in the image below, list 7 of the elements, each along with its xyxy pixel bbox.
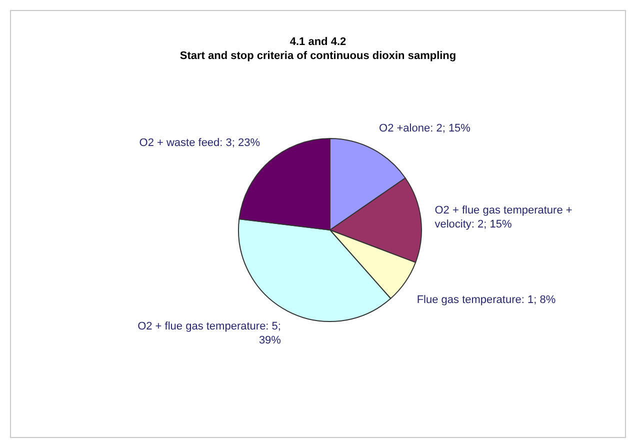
- slice-label: O2 +alone: 2; 15%: [379, 122, 471, 135]
- slice-label: O2 + flue gas temperature: 5; 39%: [138, 320, 282, 346]
- chart-subtitle: Start and stop criteria of continuous dioxin sampling: [180, 50, 456, 62]
- slice-label: O2 + flue gas temperature + velocity: 2; 15%: [434, 204, 572, 230]
- chart-title: 4.1 and 4.2: [290, 36, 346, 48]
- slice-label: Flue gas temperature: 1; 8%: [416, 294, 556, 306]
- slice-label: O2 + waste feed: 3; 23%: [139, 137, 260, 150]
